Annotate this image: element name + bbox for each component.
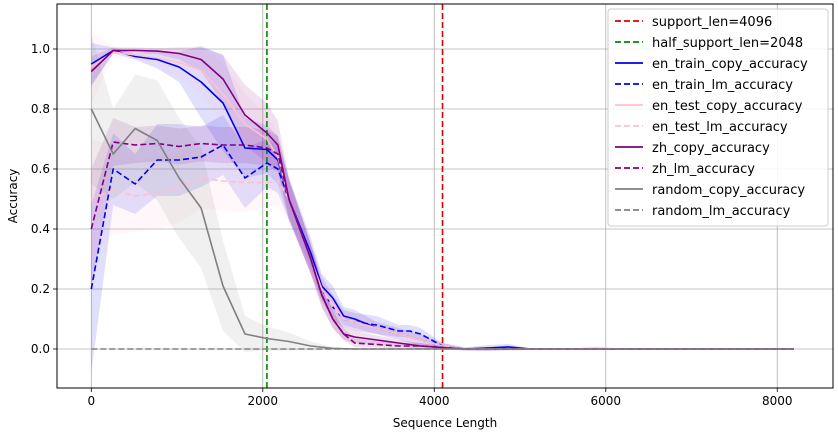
reference-lines — [266, 4, 444, 388]
x-tick-label: 0 — [87, 394, 95, 408]
x-tick-label: 8000 — [762, 394, 793, 408]
y-tick-label: 0.8 — [31, 102, 50, 116]
x-axis-label: Sequence Length — [393, 416, 497, 430]
legend-label-en-test-copy-accuracy: en_test_copy_accuracy — [652, 99, 803, 114]
y-axis-label: Accuracy — [6, 169, 20, 224]
legend-label-zh-copy-accuracy: zh_copy_accuracy — [652, 141, 770, 156]
band-en-test-lm-accuracy — [91, 139, 794, 351]
plot-frame — [56, 3, 834, 389]
legend-label-en-test-lm-accuracy: en_test_lm_accuracy — [652, 120, 788, 135]
axis-ticks: 0 2000 4000 6000 8000 0.0 0.2 0.4 0.6 0.8 1.0 — [31, 42, 793, 408]
legend-box — [607, 8, 829, 227]
y-tick-label: 0.0 — [31, 342, 50, 356]
x-tick-label: 4000 — [419, 394, 450, 408]
x-tick-label: 2000 — [248, 394, 279, 408]
y-tick-label: 1.0 — [31, 42, 50, 56]
legend-label-support-len-4096: support_len=4096 — [652, 15, 772, 30]
legend-label-half-support-len-2048: half_support_len=2048 — [652, 36, 803, 51]
legend-label-en-train-lm-accuracy: en_train_lm_accuracy — [652, 78, 793, 93]
legend-label-random-lm-accuracy: random_lm_accuracy — [652, 204, 791, 219]
legend-label-zh-lm-accuracy: zh_lm_accuracy — [652, 162, 755, 177]
series-lines — [90, 49, 794, 350]
line-zh-lm-accuracy — [90, 141, 794, 350]
x-tick-label: 6000 — [591, 394, 622, 408]
legend-label-en-train-copy-accuracy: en_train_copy_accuracy — [652, 57, 808, 72]
legend: support_len=4096 half_support_len=2048 en_… — [607, 8, 829, 227]
y-tick-label: 0.2 — [31, 282, 50, 296]
y-tick-label: 0.4 — [31, 222, 50, 236]
y-tick-label: 0.6 — [31, 162, 50, 176]
band-zh-lm-accuracy — [91, 118, 794, 350]
band-en-test-copy-accuracy — [91, 31, 794, 352]
line-en-train-copy-accuracy — [90, 49, 794, 350]
line-en-test-lm-accuracy — [90, 177, 794, 350]
legend-label-random-copy-accuracy: random_copy_accuracy — [652, 183, 805, 198]
